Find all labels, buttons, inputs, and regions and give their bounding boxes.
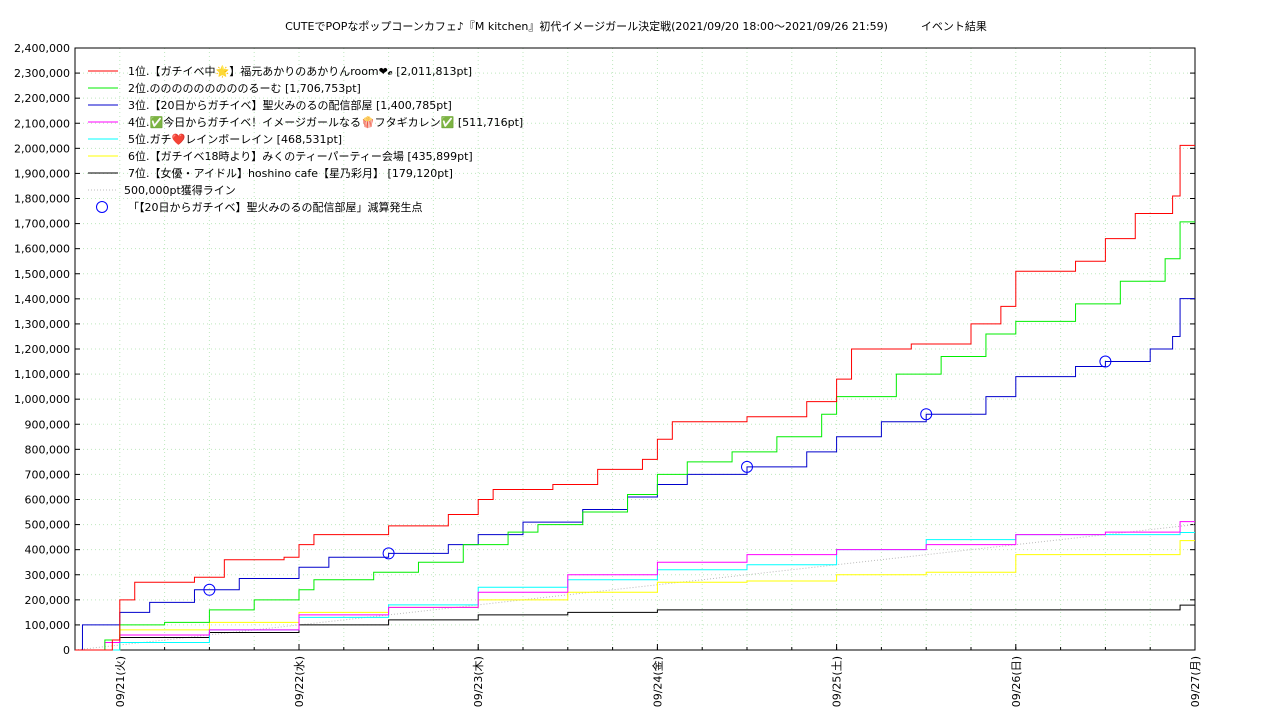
series-line-4 xyxy=(75,521,1195,651)
x-tick-label: 09/21(火) xyxy=(114,656,127,707)
decrement-marker xyxy=(920,408,933,421)
y-tick-label: 1,300,000 xyxy=(14,318,70,331)
y-tick-label: 100,000 xyxy=(25,619,71,632)
legend-label-4: 4位.✅今日からガチイベ！イメージガールなる🍿フタギカレン✅ [511,716p… xyxy=(128,115,523,129)
legend-label-5: 5位.ガチ❤️レインボーレイン [468,531pt] xyxy=(128,132,342,146)
y-tick-label: 2,300,000 xyxy=(14,67,70,80)
x-tick-label: 09/27(月) xyxy=(1189,656,1202,707)
y-tick-label: 1,000,000 xyxy=(14,393,70,406)
y-tick-label: 200,000 xyxy=(25,594,71,607)
y-tick-label: 500,000 xyxy=(25,519,71,532)
reference-line xyxy=(74,524,1196,651)
y-tick-label: 800,000 xyxy=(25,443,71,456)
legend-label-6: 6位.【ガチイベ18時より】みくのティーパーティー会場 [435,899pt] xyxy=(128,149,473,163)
y-tick-label: 1,900,000 xyxy=(14,167,70,180)
legend-label-2: 2位.のののののののののるーむ [1,706,753pt] xyxy=(128,81,361,95)
y-tick-label: 400,000 xyxy=(25,544,71,557)
y-tick-label: 1,600,000 xyxy=(14,243,70,256)
y-tick-label: 0 xyxy=(63,644,70,657)
y-tick-label: 1,200,000 xyxy=(14,343,70,356)
x-tick-label: 09/22(水) xyxy=(293,656,306,707)
y-tick-label: 300,000 xyxy=(25,569,71,582)
y-tick-label: 1,400,000 xyxy=(14,293,70,306)
x-tick-label: 09/24(金) xyxy=(650,656,664,707)
decrement-marker xyxy=(382,547,395,560)
legend-label-1: 1位.【ガチイベ中🌟】福元あかりのあかりんroom❤︎𝓮 [2,011,813p… xyxy=(128,64,472,78)
legend-label-reference: 500,000pt獲得ライン xyxy=(124,184,236,197)
y-tick-label: 1,700,000 xyxy=(14,218,70,231)
y-tick-label: 2,100,000 xyxy=(14,117,70,130)
series-line-2 xyxy=(75,221,1195,651)
y-tick-label: 2,400,000 xyxy=(14,42,70,55)
grid xyxy=(75,48,1195,650)
x-tick-label: 09/26(日) xyxy=(1010,656,1023,707)
decrement-marker xyxy=(203,583,216,596)
y-tick-label: 900,000 xyxy=(25,418,71,431)
legend-label-3: 3位.【20日からガチイベ】聖火みのるの配信部屋 [1,400,785pt] xyxy=(128,98,452,112)
y-tick-label: 1,100,000 xyxy=(14,368,70,381)
y-tick-label: 2,200,000 xyxy=(14,92,70,105)
chart-title: CUTEでPOPなポップコーンカフェ♪『M kitchen』初代イメージガール決… xyxy=(285,19,987,33)
series-line-7 xyxy=(75,604,1195,651)
y-tick-label: 1,500,000 xyxy=(14,268,70,281)
x-tick-label: 09/25(土) xyxy=(831,656,844,707)
series-line-1 xyxy=(75,144,1195,651)
decrement-marker xyxy=(1099,355,1112,368)
x-tick-label: 09/23(木) xyxy=(472,656,485,707)
decrement-marker xyxy=(741,460,753,473)
y-tick-label: 600,000 xyxy=(25,494,71,507)
legend-label-7: 7位.【女優・アイドル】hoshino cafe【星乃彩月】 [179,120p… xyxy=(128,166,453,180)
y-tick-label: 2,000,000 xyxy=(14,142,70,155)
y-tick-label: 700,000 xyxy=(25,468,71,481)
series-layer xyxy=(74,144,1196,651)
y-axis: 0 100,000 200,000 300,000 400,000 500,000 600,… xyxy=(14,42,1195,657)
series-line-6 xyxy=(75,540,1195,651)
y-tick-label: 1,800,000 xyxy=(14,193,70,206)
legend: 1位.【ガチイベ中🌟】福元あかりのあかりんroom❤︎𝓮 [2,011,813p… xyxy=(88,64,523,214)
x-axis: 09/21(火) 09/22(水) 09/23(木) 09/24(金) 09/25(土)… xyxy=(114,644,1202,707)
legend-swatch-marker xyxy=(96,201,108,213)
legend-label-marker: 「【20日からガチイベ】聖火みのるの配信部屋」減算発生点 xyxy=(128,200,423,214)
